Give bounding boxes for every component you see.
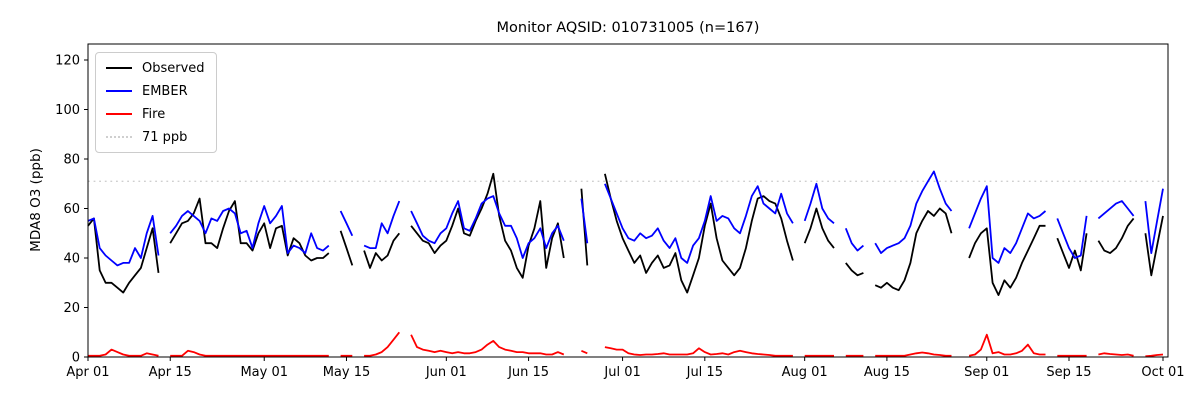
y-tick-label: 60	[63, 202, 80, 217]
x-tick-label: Aug 01	[782, 365, 828, 380]
legend-label-threshold: 71 ppb	[142, 129, 188, 145]
x-tick-label: Aug 15	[864, 365, 910, 380]
legend-item-ember: EMBER	[106, 83, 205, 99]
legend-label-observed: Observed	[142, 60, 205, 76]
x-tick-label: Jul 15	[686, 365, 723, 380]
x-tick-label: Sep 01	[964, 365, 1009, 380]
legend: Observed EMBER Fire 71 ppb	[95, 52, 217, 153]
x-tick-label: Sep 15	[1046, 365, 1091, 380]
observed-line-swatch	[106, 67, 132, 69]
threshold-line-swatch	[106, 136, 132, 138]
chart-title: Monitor AQSID: 010731005 (n=167)	[497, 20, 760, 36]
plot-frame	[87, 43, 1169, 358]
y-tick-label: 100	[55, 103, 80, 118]
legend-item-observed: Observed	[106, 60, 205, 76]
y-tick-label: 120	[55, 54, 80, 69]
y-tick-label: 40	[63, 252, 80, 267]
y-axis-label: MDA8 O3 (ppb)	[28, 148, 44, 252]
x-tick-label: May 15	[323, 365, 371, 380]
fire-line-swatch	[106, 113, 132, 115]
x-tick-label: Apr 01	[66, 365, 109, 380]
series-line-fire	[88, 331, 1164, 358]
y-tick-label: 20	[63, 301, 80, 316]
series-line-observed	[87, 172, 1164, 296]
legend-item-threshold: 71 ppb	[106, 129, 205, 145]
x-tick-label: Apr 15	[149, 365, 192, 380]
x-tick-label: Jul 01	[603, 365, 640, 380]
ember-line-swatch	[106, 90, 132, 92]
legend-label-fire: Fire	[142, 106, 166, 122]
legend-item-fire: Fire	[106, 106, 205, 122]
x-tick-label: Oct 01	[1141, 365, 1184, 380]
x-tick-label: May 01	[240, 365, 288, 380]
series-line-ember	[87, 170, 1164, 267]
y-tick-label: 0	[72, 351, 80, 366]
x-tick-label: Jun 01	[425, 365, 467, 380]
x-tick-label: Jun 15	[507, 365, 549, 380]
y-tick-label: 80	[63, 153, 80, 168]
legend-label-ember: EMBER	[142, 83, 188, 99]
plot-layer: Apr 01 Apr 15 May 01 May 15 Jun 01 Jun 15 Jul …	[55, 43, 1185, 380]
